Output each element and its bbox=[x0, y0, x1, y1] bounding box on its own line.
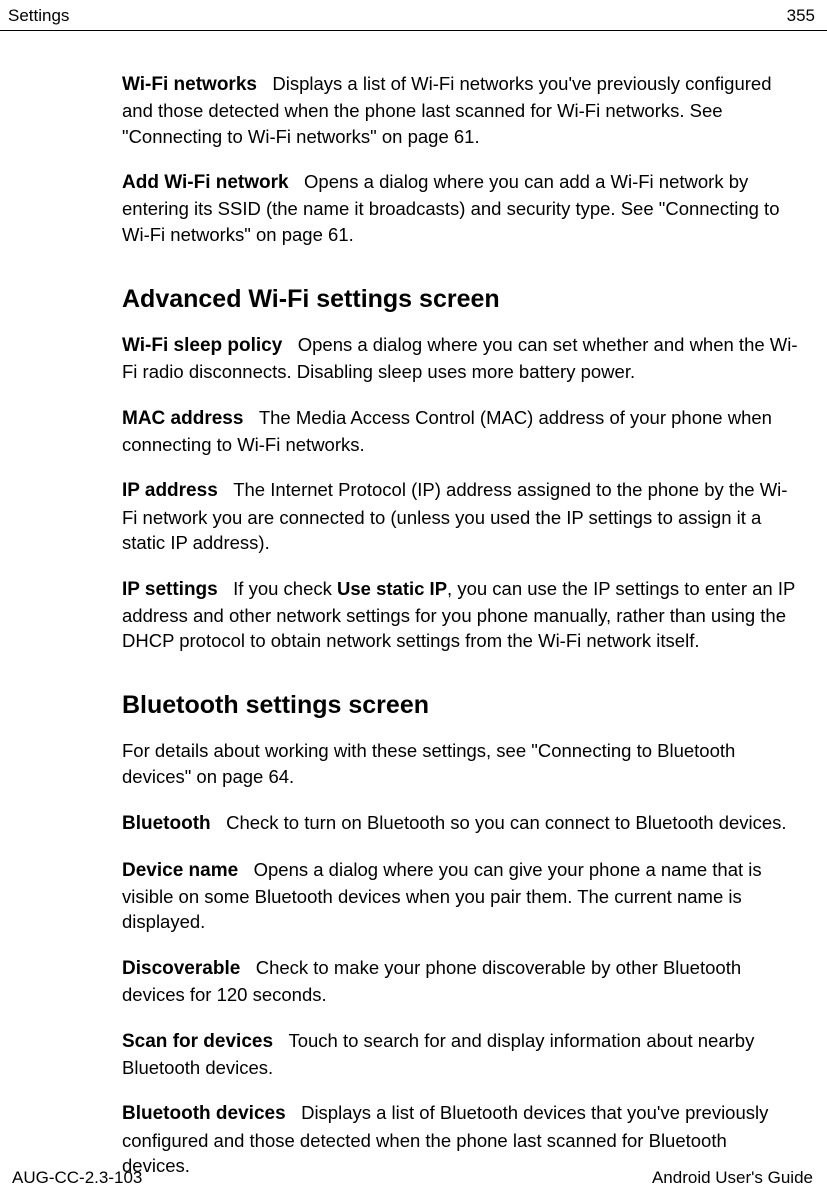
entry-add-wifi-network: Add Wi-Fi network Opens a dialog where y… bbox=[122, 169, 799, 247]
term: Add Wi-Fi network bbox=[122, 172, 289, 193]
term: MAC address bbox=[122, 408, 243, 429]
description: Check to turn on Bluetooth so you can co… bbox=[226, 812, 787, 833]
description-post: , you can use the IP settings to enter a… bbox=[122, 578, 795, 652]
header-page-number: 355 bbox=[787, 6, 815, 26]
term: Device name bbox=[122, 860, 238, 881]
term: Bluetooth devices bbox=[122, 1103, 286, 1124]
term: IP address bbox=[122, 480, 218, 501]
term: Scan for devices bbox=[122, 1031, 273, 1052]
term: Bluetooth bbox=[122, 813, 211, 834]
term: Wi-Fi networks bbox=[122, 74, 257, 95]
entry-mac-address: MAC address The Media Access Control (MA… bbox=[122, 405, 799, 458]
entry-device-name: Device name Opens a dialog where you can… bbox=[122, 857, 799, 935]
use-static-ip-label: Use static IP bbox=[337, 578, 447, 599]
entry-bluetooth-devices: Bluetooth devices Displays a list of Blu… bbox=[122, 1100, 799, 1178]
bluetooth-intro: For details about working with these set… bbox=[122, 738, 799, 789]
page-header: Settings 355 bbox=[0, 0, 827, 31]
heading-advanced-wifi: Advanced Wi-Fi settings screen bbox=[122, 282, 799, 317]
entry-bluetooth: Bluetooth Check to turn on Bluetooth so … bbox=[122, 810, 799, 837]
term: Wi-Fi sleep policy bbox=[122, 335, 282, 356]
description: The Internet Protocol (IP) address assig… bbox=[122, 479, 787, 553]
page-footer: AUG-CC-2.3-103 Android User's Guide bbox=[12, 1168, 813, 1188]
entry-wifi-sleep-policy: Wi-Fi sleep policy Opens a dialog where … bbox=[122, 332, 799, 385]
entry-ip-settings: IP settings If you check Use static IP, … bbox=[122, 576, 799, 654]
entry-ip-address: IP address The Internet Protocol (IP) ad… bbox=[122, 477, 799, 555]
footer-guide-title: Android User's Guide bbox=[652, 1168, 813, 1188]
entry-scan-for-devices: Scan for devices Touch to search for and… bbox=[122, 1028, 799, 1081]
description-pre: If you check bbox=[233, 578, 337, 599]
page-content: Wi-Fi networks Displays a list of Wi-Fi … bbox=[0, 31, 827, 1179]
term: Discoverable bbox=[122, 958, 240, 979]
term: IP settings bbox=[122, 579, 218, 600]
heading-bluetooth: Bluetooth settings screen bbox=[122, 688, 799, 723]
entry-discoverable: Discoverable Check to make your phone di… bbox=[122, 955, 799, 1008]
entry-wifi-networks: Wi-Fi networks Displays a list of Wi-Fi … bbox=[122, 71, 799, 149]
footer-doc-id: AUG-CC-2.3-103 bbox=[12, 1168, 142, 1188]
header-section-title: Settings bbox=[8, 6, 69, 26]
